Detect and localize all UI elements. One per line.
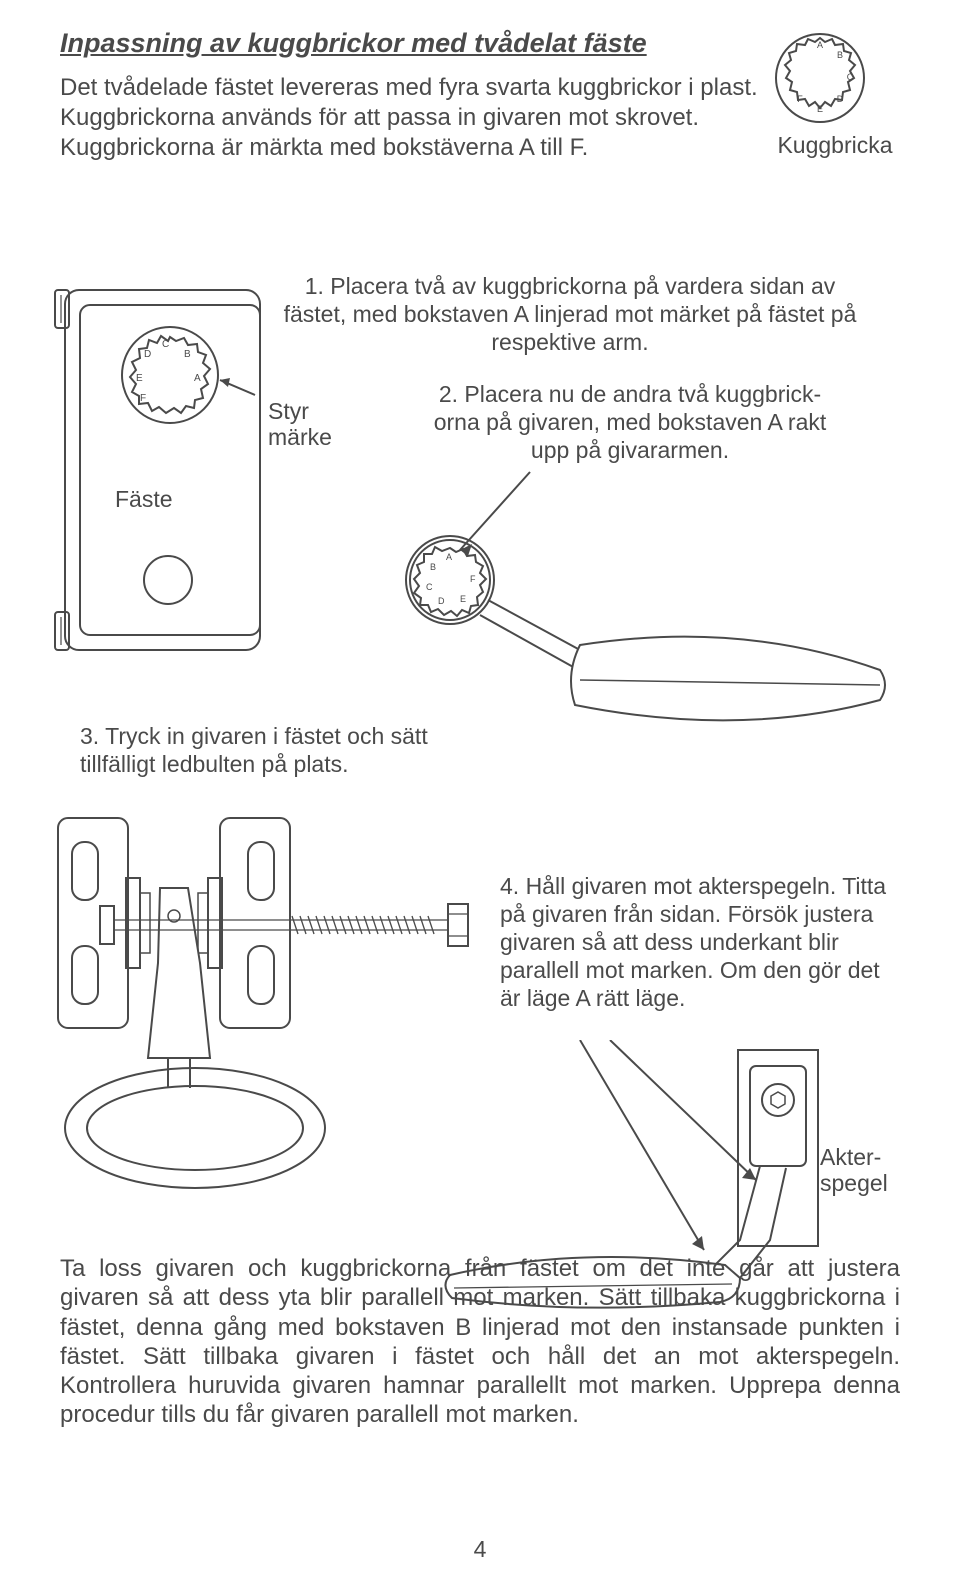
svg-text:F: F [797,94,803,104]
akterspegel-label: Akter- spegel [820,1144,888,1197]
svg-text:C: C [162,339,169,350]
svg-text:A: A [446,552,452,562]
svg-text:D: D [837,94,844,104]
kuggbricka-label: Kuggbricka [770,132,900,159]
svg-text:E: E [817,104,823,114]
step-3: 3. Tryck in givaren i fästet och sätt ti… [80,722,480,778]
svg-text:B: B [184,349,191,360]
svg-text:A: A [817,40,823,50]
svg-text:B: B [837,50,843,60]
page-number: 4 [0,1536,960,1563]
svg-text:C: C [426,582,433,592]
assembly-diagram [50,798,490,1218]
svg-text:A: A [194,373,201,384]
styr-label: Styr märke [268,398,332,451]
gear-icon: A B C D E F [770,28,870,128]
step-2: 2. Placera nu de andra två kuggbrick­orn… [420,380,840,464]
svg-text:E: E [136,373,143,384]
bottom-paragraph: Ta loss givaren och kuggbrickorna från f… [60,1254,900,1430]
step-4: 4. Håll givaren mot akterspegeln. Titta … [500,872,890,1012]
faste-label: Fäste [115,486,173,513]
svg-text:F: F [470,574,476,584]
faste-diagram: D C B E A F [50,280,270,680]
kuggbricka-top: A B C D E F Kuggbricka [770,28,900,159]
svg-text:C: C [847,72,854,82]
svg-text:B: B [430,562,436,572]
svg-text:D: D [438,596,445,606]
svg-text:D: D [144,349,151,360]
svg-text:E: E [460,594,466,604]
step-1: 1. Placera två av kuggbrickorna på varde… [280,272,860,356]
intro-paragraph: Det tvådelade fästet levereras med fyra … [60,73,760,163]
svg-text:F: F [140,393,146,404]
